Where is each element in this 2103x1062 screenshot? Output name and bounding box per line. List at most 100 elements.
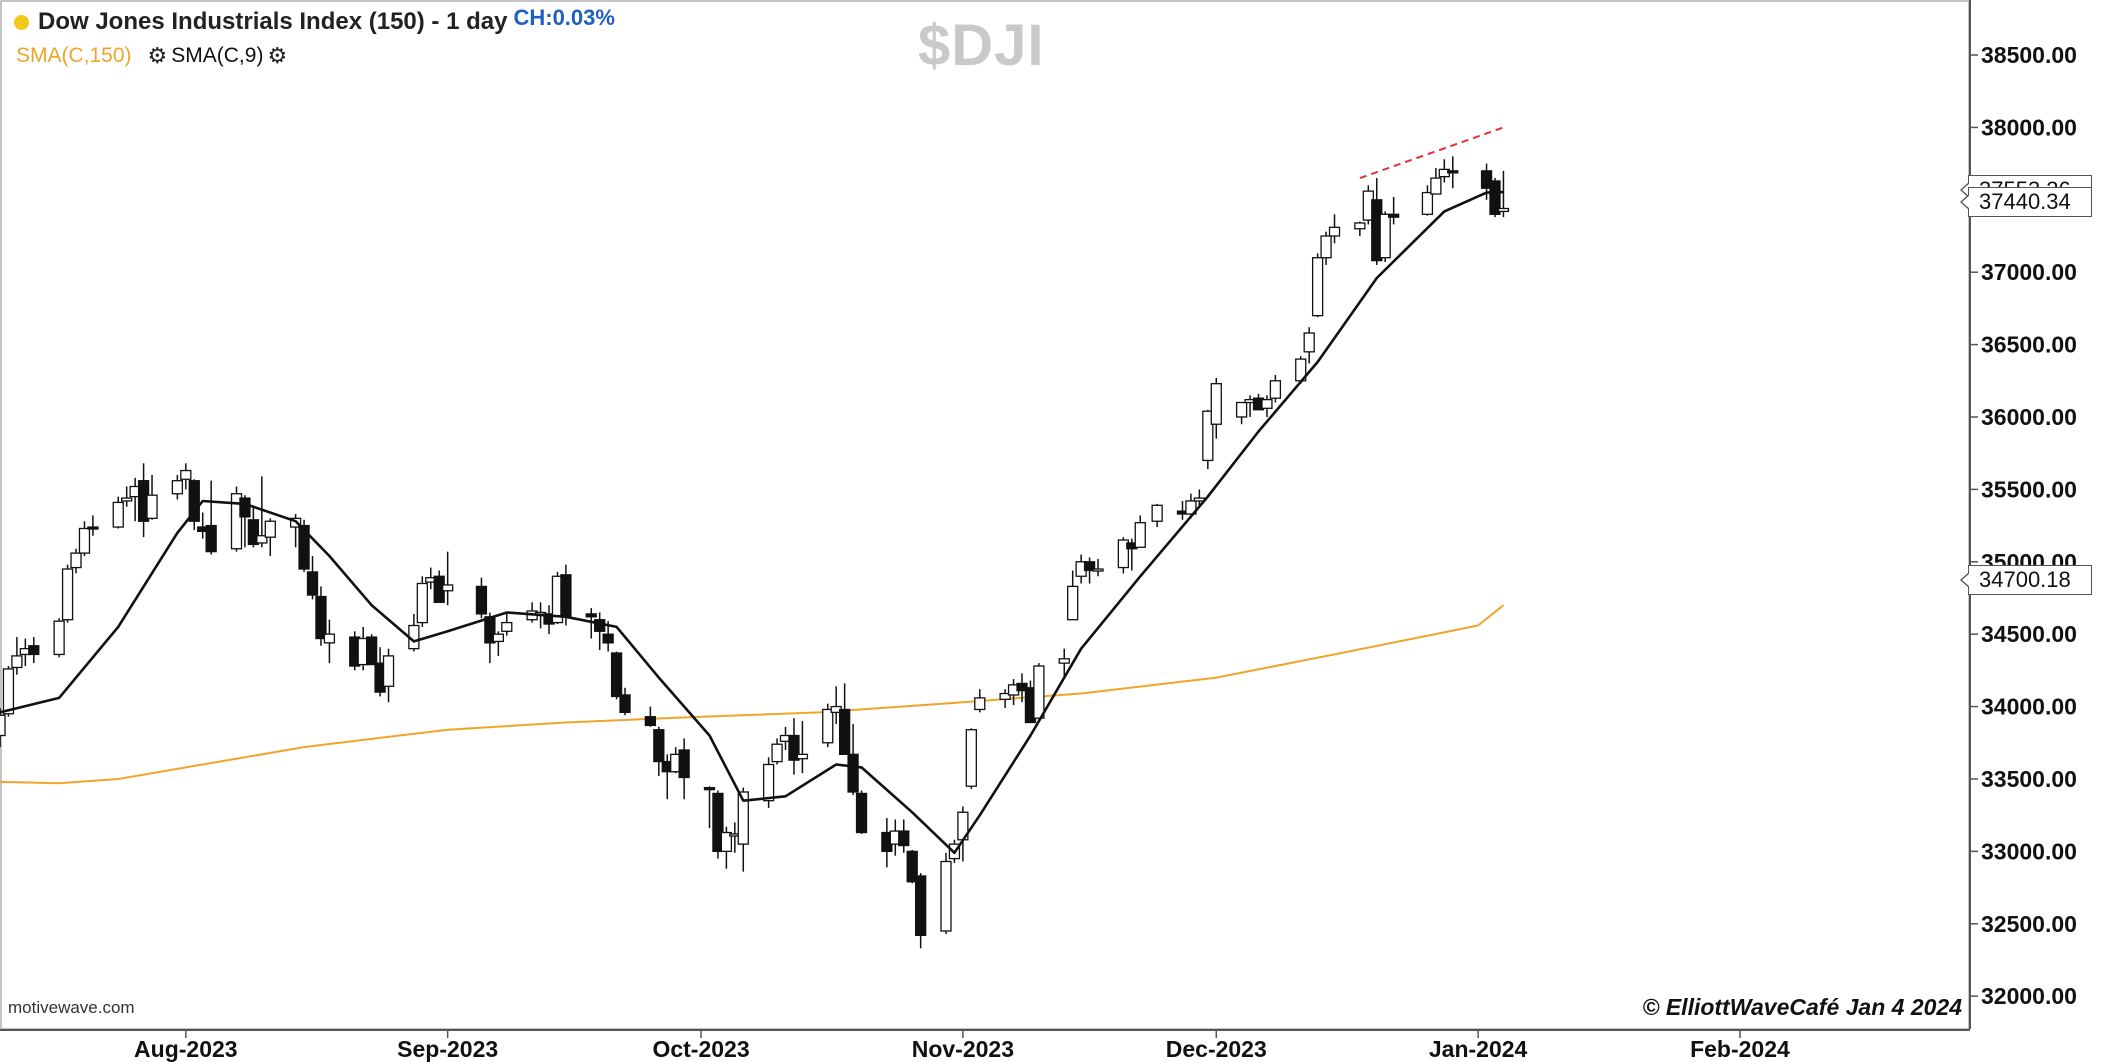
candle-up (1269, 375, 1282, 403)
candle-up (323, 619, 336, 664)
candle-down (28, 637, 40, 664)
y-tick-label: 38000.00 (1981, 114, 2077, 140)
candle-body (28, 645, 40, 656)
site-watermark: motivewave.com (8, 998, 135, 1017)
y-tick-label: 38500.00 (1981, 42, 2077, 68)
candle-down (87, 515, 99, 536)
candle-down (678, 738, 690, 800)
x-tick-label: Oct-2023 (652, 1036, 749, 1062)
sma150-layer (0, 604, 1505, 785)
y-tick-label: 32500.00 (1981, 911, 2077, 937)
candle-body (1328, 226, 1341, 237)
candle-body (822, 708, 834, 744)
candle-body (382, 655, 395, 687)
candle-up (112, 496, 124, 529)
candle-down (1489, 178, 1501, 218)
candle-body (1421, 191, 1434, 215)
candle-up (382, 648, 395, 703)
candle-body (940, 860, 952, 932)
candle-body (112, 501, 124, 528)
candle-body (323, 633, 336, 644)
candle-body (1497, 207, 1510, 213)
candle-up (762, 757, 775, 808)
candle-up (416, 576, 428, 627)
candle-up (796, 721, 809, 774)
candle-body (1269, 380, 1282, 399)
candle-up (1067, 570, 1079, 621)
candle-body (365, 636, 378, 666)
gear-icon[interactable]: ⚙ (147, 43, 168, 68)
candle-body (61, 568, 74, 621)
x-tick-label: Dec-2023 (1166, 1036, 1267, 1062)
candle-up (171, 474, 184, 500)
candle-body (70, 552, 82, 569)
resistance-trendline (1359, 126, 1504, 180)
candle-up (1320, 231, 1332, 265)
candle-body (475, 585, 488, 615)
candle-up (720, 826, 733, 869)
sma9-line (0, 190, 1504, 855)
candle-up (1421, 185, 1434, 216)
candle-body (712, 792, 724, 853)
candle-up (1354, 221, 1366, 237)
candle-up (1185, 493, 1197, 519)
candle-up (11, 637, 23, 675)
chart-title: Dow Jones Industrials Index (150) - 1 da… (38, 8, 508, 35)
candle-body (720, 831, 733, 853)
status-dot-icon (14, 14, 29, 30)
candle-up (230, 486, 243, 552)
candle-up (1311, 253, 1324, 318)
candle-down (712, 790, 724, 859)
legend-sma150[interactable]: SMA(C,150) (16, 44, 132, 67)
candle-body (644, 716, 657, 727)
y-tick-label: 36000.00 (1981, 404, 2077, 430)
candle-body (653, 729, 665, 763)
candle-body (898, 830, 910, 847)
candle-down (1447, 156, 1459, 189)
candle-body (610, 652, 623, 698)
candle-body (1058, 658, 1070, 664)
candle-up (1497, 170, 1510, 218)
sma9-layer (0, 190, 1504, 855)
candle-body (256, 535, 268, 544)
candle-body (855, 792, 868, 834)
candle-body (847, 753, 859, 793)
candle-body (1151, 504, 1163, 522)
candle-body (53, 620, 65, 656)
indicator-legend: SMA(C,150) ⚙ SMA(C,9) ⚙ (16, 42, 291, 70)
candle-body (501, 621, 513, 632)
candle-body (1354, 222, 1366, 230)
candle-body (205, 524, 217, 553)
candle-down (247, 505, 260, 548)
candle-up (1430, 167, 1442, 195)
candle-up (940, 852, 952, 934)
candle-body (737, 791, 749, 845)
candle-body (560, 574, 572, 618)
candle-up (501, 612, 513, 636)
candle-up (1303, 327, 1315, 364)
candle-down (855, 790, 868, 834)
y-tick-label: 35500.00 (1981, 476, 2077, 502)
candle-up (442, 551, 454, 606)
candle-down (644, 706, 657, 727)
x-tick-label: Nov-2023 (912, 1036, 1014, 1062)
candle-up (264, 518, 276, 556)
candle-down (205, 480, 217, 555)
candles-layer (0, 156, 1510, 949)
gear-icon[interactable]: ⚙ (267, 43, 288, 68)
candle-body (1489, 180, 1501, 215)
candle-body (1092, 568, 1104, 572)
legend-sma9[interactable]: SMA(C,9) (171, 44, 264, 67)
candle-body (264, 520, 276, 538)
candle-body (87, 526, 99, 530)
y-tick-label: 33500.00 (1981, 766, 2077, 792)
candle-body (1202, 410, 1214, 462)
candle-body (306, 571, 319, 596)
last-price-tag: 37440.34 (1960, 187, 2092, 217)
y-tick-label: 37000.00 (1981, 259, 2077, 285)
candle-body (180, 469, 192, 480)
candle-body (1210, 383, 1222, 425)
candle-up (1117, 537, 1130, 574)
candle-body (171, 480, 184, 495)
